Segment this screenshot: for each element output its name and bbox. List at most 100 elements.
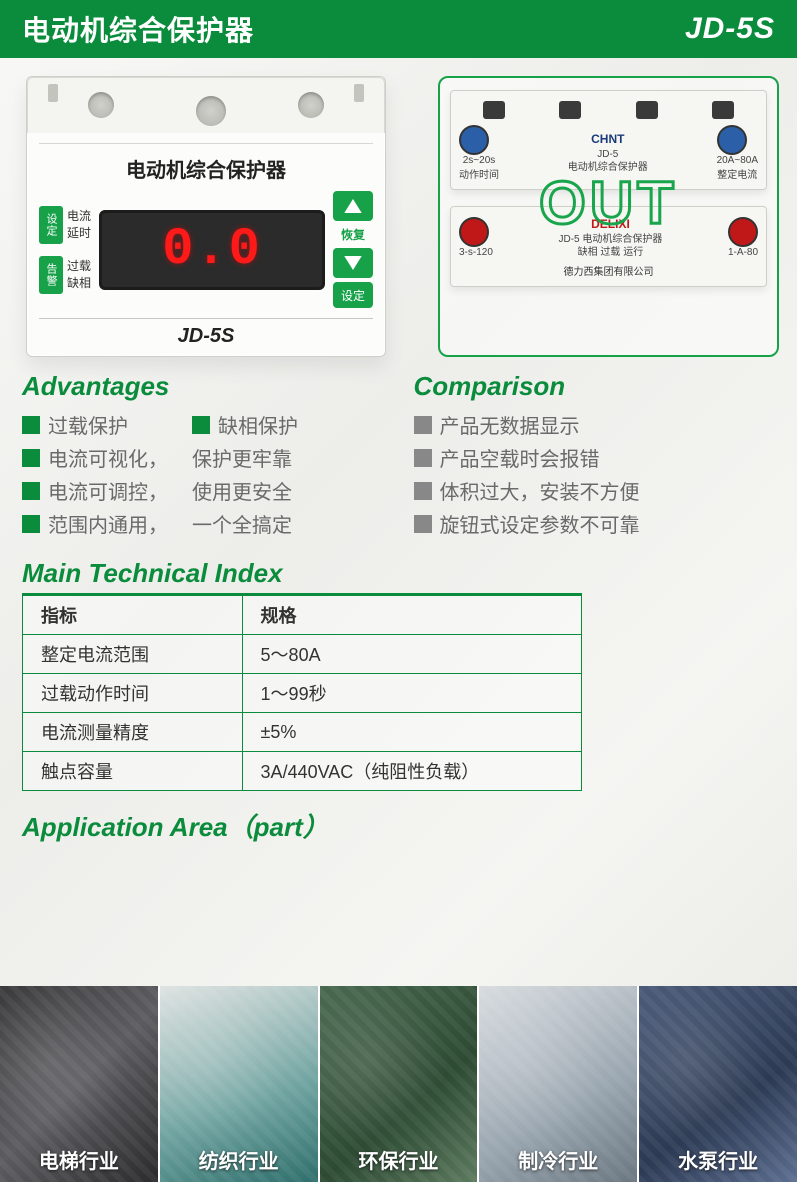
table-row: 触点容量3A/440VAC（纯阻性负载） xyxy=(23,752,582,791)
competitor-face: 3-s-120 DELIXI JD-5 电动机综合保护器 缺相 过载 运行 1-… xyxy=(459,217,758,259)
table-header: 规格 xyxy=(242,596,581,635)
table-cell: 1～99秒 xyxy=(242,674,581,713)
comparison-image-box: OUT 2s~20s 动作时间 CHNT JD-5 电动机综合保护器 xyxy=(438,76,779,357)
advantages-list: 过载保护 电流可视化， 电流可调控， 范围内通用， 缺相保护 保护更牢靠 使用更… xyxy=(22,410,384,542)
section-title: Main Technical Index xyxy=(22,558,775,589)
table-cell: 3A/440VAC（纯阻性负载） xyxy=(242,752,581,791)
competitor-brand: CHNT xyxy=(499,132,717,148)
competitor-mid-labels: 缺相 过载 运行 xyxy=(493,246,728,259)
recover-label: 恢复 xyxy=(341,226,365,243)
table-cell: 整定电流范围 xyxy=(23,635,243,674)
dial-icon xyxy=(459,125,489,155)
application-item: 环保行业 xyxy=(318,986,478,1182)
list-item: 体积过大，安装不方便 xyxy=(414,476,776,505)
device-right-buttons: 恢复 设定 xyxy=(333,191,373,308)
list-text: 产品空载时会报错 xyxy=(440,443,600,472)
device-panel: 电动机综合保护器 设定 电流 延时 告警 xyxy=(39,143,373,348)
bullet-square-icon xyxy=(22,482,40,500)
label-group: 设定 电流 延时 xyxy=(39,206,91,244)
section-title: Application Area（part） xyxy=(22,807,797,844)
label-lines: 过载 缺相 xyxy=(67,258,91,292)
spec-table: 指标 规格 整定电流范围5～80A 过载动作时间1～99秒 电流测量精度±5% … xyxy=(22,595,582,791)
label-line: 电流 xyxy=(67,208,91,225)
bullet-square-icon xyxy=(414,449,432,467)
label-line: 过载 xyxy=(67,258,91,275)
comparison-list: 产品无数据显示 产品空载时会报错 体积过大，安装不方便 旋钮式设定参数不可靠 xyxy=(414,410,776,538)
terminal xyxy=(559,101,581,119)
mount-slot xyxy=(48,84,58,102)
label-line: 延时 xyxy=(67,225,91,242)
application-caption: 电梯行业 xyxy=(0,1145,158,1174)
bullet-square-icon xyxy=(192,416,210,434)
list-text: 电流可调控， xyxy=(48,476,168,505)
list-text: 一个全搞定 xyxy=(192,509,292,538)
mount-hole xyxy=(196,96,226,126)
list-item: 产品无数据显示 xyxy=(414,410,776,439)
list-item: 过载保护 xyxy=(22,410,168,439)
mount-slot xyxy=(354,84,364,102)
dial-range: 20A~80A xyxy=(717,155,758,166)
application-area-section: Application Area（part） xyxy=(0,797,797,844)
application-item: 纺织行业 xyxy=(158,986,318,1182)
comparison-section: Comparison 产品无数据显示 产品空载时会报错 体积过大，安装不方便 旋… xyxy=(414,371,776,542)
competitor-centre: CHNT JD-5 电动机综合保护器 xyxy=(499,132,717,174)
label-line: 缺相 xyxy=(67,275,91,292)
divider xyxy=(39,318,373,319)
device-mount-plate xyxy=(27,77,385,133)
competitor-face: 2s~20s 动作时间 CHNT JD-5 电动机综合保护器 20A~80A 整… xyxy=(459,125,758,181)
list-text: 使用更安全 xyxy=(192,476,292,505)
up-button[interactable] xyxy=(333,191,373,221)
table-row: 整定电流范围5～80A xyxy=(23,635,582,674)
list-item: 保护更牢靠 xyxy=(192,443,298,472)
application-caption: 水泵行业 xyxy=(639,1145,797,1174)
section-title-text: Application Area xyxy=(22,812,228,842)
bullet-square-icon xyxy=(22,416,40,434)
device-left-labels: 设定 电流 延时 告警 过载 缺相 xyxy=(39,206,91,294)
label-lines: 电流 延时 xyxy=(67,208,91,242)
device-panel-title: 电动机综合保护器 xyxy=(39,154,373,183)
application-caption: 环保行业 xyxy=(320,1145,478,1174)
header-bar: 电动机综合保护器 JD-5S xyxy=(0,0,797,58)
application-item: 水泵行业 xyxy=(637,986,797,1182)
table-cell: 电流测量精度 xyxy=(23,713,243,752)
alarm-indicator: 告警 xyxy=(39,256,63,294)
list-text: 体积过大，安装不方便 xyxy=(440,476,640,505)
table-cell: ±5% xyxy=(242,713,581,752)
advantages-section: Advantages 过载保护 电流可视化， 电流可调控， 范围内通用， 缺相保… xyxy=(22,371,384,542)
technical-index-section: Main Technical Index 指标 规格 整定电流范围5～80A 过… xyxy=(0,548,797,797)
competitor-footer: 德力西集团有限公司 xyxy=(459,263,758,278)
model-badge: JD-5S xyxy=(685,12,775,46)
upper-row: 电动机综合保护器 设定 电流 延时 告警 xyxy=(0,58,797,365)
terminal xyxy=(636,101,658,119)
application-item: 电梯行业 xyxy=(0,986,158,1182)
application-strip: 电梯行业 纺织行业 环保行业 制冷行业 水泵行业 xyxy=(0,986,797,1182)
chevron-up-icon xyxy=(344,199,362,213)
terminal-row xyxy=(459,101,758,119)
application-item: 制冷行业 xyxy=(477,986,637,1182)
down-button[interactable] xyxy=(333,248,373,278)
competitor-subtitle: 电动机综合保护器 xyxy=(499,161,717,174)
competitor-centre: DELIXI JD-5 电动机综合保护器 缺相 过载 运行 xyxy=(493,217,728,259)
competitor-device: 2s~20s 动作时间 CHNT JD-5 电动机综合保护器 20A~80A 整… xyxy=(450,90,767,190)
list-text: 保护更牢靠 xyxy=(192,443,292,472)
feature-sections: Advantages 过载保护 电流可视化， 电流可调控， 范围内通用， 缺相保… xyxy=(0,365,797,548)
set-button[interactable]: 设定 xyxy=(333,282,373,308)
table-header: 指标 xyxy=(23,596,243,635)
table-row: 电流测量精度±5% xyxy=(23,713,582,752)
dial-icon xyxy=(728,217,758,247)
bullet-square-icon xyxy=(22,449,40,467)
table-cell: 触点容量 xyxy=(23,752,243,791)
set-indicator: 设定 xyxy=(39,206,63,244)
competitor-model: JD-5 xyxy=(558,234,579,245)
dial-icon xyxy=(717,125,747,155)
bullet-square-icon xyxy=(22,515,40,533)
list-item: 范围内通用， xyxy=(22,509,168,538)
mount-hole xyxy=(298,92,324,118)
label-group: 告警 过载 缺相 xyxy=(39,256,91,294)
list-item: 一个全搞定 xyxy=(192,509,298,538)
chevron-down-icon xyxy=(344,256,362,270)
dial-label: 动作时间 xyxy=(459,166,499,181)
list-text: 电流可视化， xyxy=(48,443,168,472)
terminal xyxy=(712,101,734,119)
section-title: Advantages xyxy=(22,371,384,402)
